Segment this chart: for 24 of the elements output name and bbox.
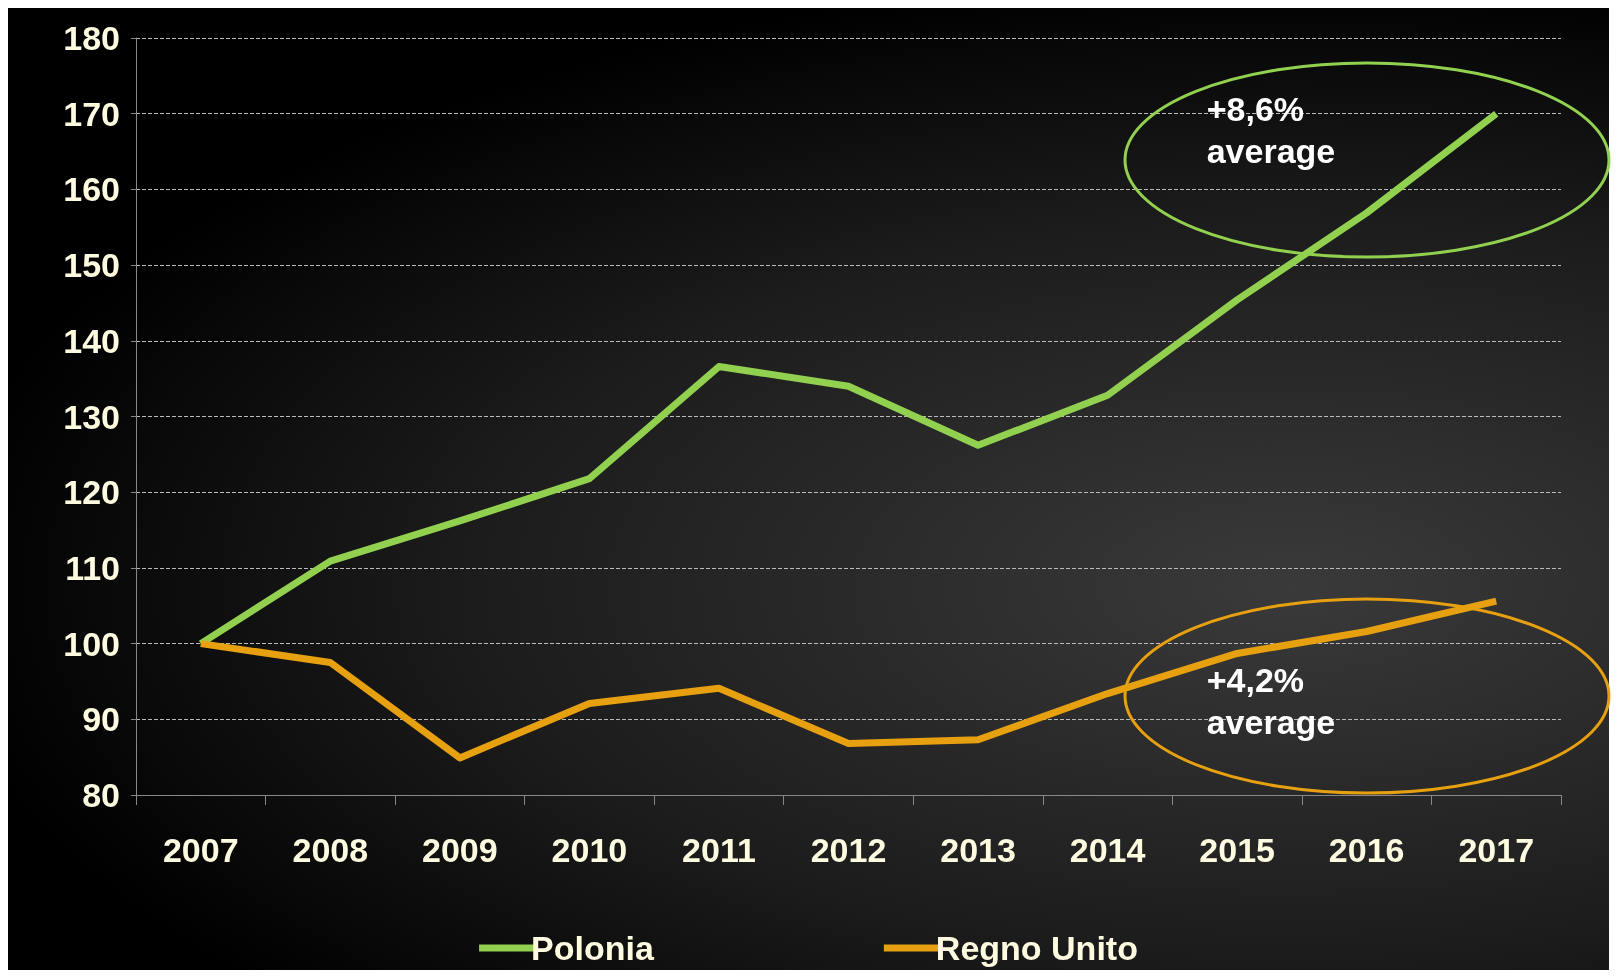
x-tick-label: 2011	[682, 831, 756, 869]
y-tick-label: 80	[82, 776, 120, 814]
x-tick-label: 2015	[1199, 831, 1275, 869]
x-tick-label: 2012	[810, 831, 887, 869]
y-tick-label: 110	[65, 548, 120, 587]
y-tick-label: 120	[63, 473, 120, 512]
x-tick-label: 2017	[1458, 831, 1535, 869]
x-tick-label: 2008	[292, 831, 369, 869]
y-tick-label: 130	[63, 397, 120, 436]
y-tick-label: 170	[63, 94, 120, 133]
x-tick-label: 2009	[422, 831, 498, 869]
legend-label: Polonia	[531, 929, 655, 967]
y-tick-label: 140	[63, 321, 120, 360]
y-tick-label: 100	[63, 624, 120, 663]
y-tick-label: 180	[63, 19, 120, 57]
y-tick-label: 150	[63, 246, 120, 285]
y-tick-label: 90	[82, 700, 120, 739]
y-tick-label: 160	[63, 170, 120, 209]
x-tick-label: 2010	[551, 831, 628, 869]
x-tick-label: 2007	[162, 831, 239, 869]
x-tick-label: 2014	[1069, 831, 1146, 869]
x-tick-label: 2016	[1328, 831, 1405, 869]
legend-label: Regno Unito	[935, 929, 1138, 967]
x-tick-label: 2013	[940, 831, 1016, 869]
